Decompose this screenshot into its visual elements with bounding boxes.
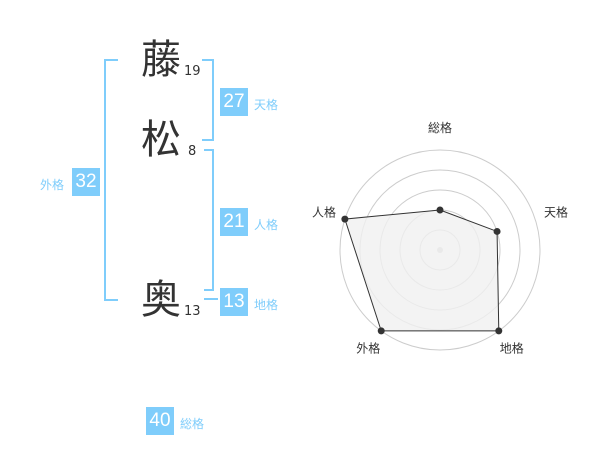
radar-point: [377, 327, 385, 335]
stroke-count-3: 13: [184, 304, 201, 319]
tenkaku-label: 天格: [254, 98, 279, 112]
radar-ring: [339, 149, 541, 351]
jinkaku-bracket: [204, 149, 214, 291]
name-char-3: 奥: [141, 277, 181, 323]
radar-point: [495, 327, 503, 335]
stroke-count-2: 8: [188, 144, 197, 159]
gaikaku-value: 32: [72, 168, 100, 196]
tenkaku-bracket: [202, 59, 214, 141]
jinkaku-label: 人格: [254, 218, 279, 232]
radar-axis-label: 外格: [356, 341, 380, 356]
name-char-1: 藤: [141, 37, 181, 83]
radar-point: [493, 227, 501, 235]
gaikaku-bracket: [104, 59, 118, 301]
radar-axis-label: 人格: [312, 204, 336, 219]
radar-point: [436, 206, 444, 214]
soukaku-value: 40: [146, 407, 174, 435]
soukaku-label: 総格: [180, 417, 205, 431]
radar-polygon: [344, 209, 500, 332]
radar-point: [341, 215, 349, 223]
stroke-count-1: 19: [184, 64, 201, 79]
tenkaku-value: 27: [220, 88, 248, 116]
radar-axis-label: 総格: [428, 120, 452, 135]
chikaku-connector: [204, 298, 218, 300]
chikaku-label: 地格: [254, 298, 279, 312]
gaikaku-label: 外格: [40, 178, 65, 192]
jinkaku-value: 21: [220, 208, 248, 236]
name-char-2: 松: [141, 117, 181, 163]
chikaku-value: 13: [220, 288, 248, 316]
radar-axis-label: 地格: [500, 341, 524, 356]
radar-axis-label: 天格: [544, 204, 568, 219]
